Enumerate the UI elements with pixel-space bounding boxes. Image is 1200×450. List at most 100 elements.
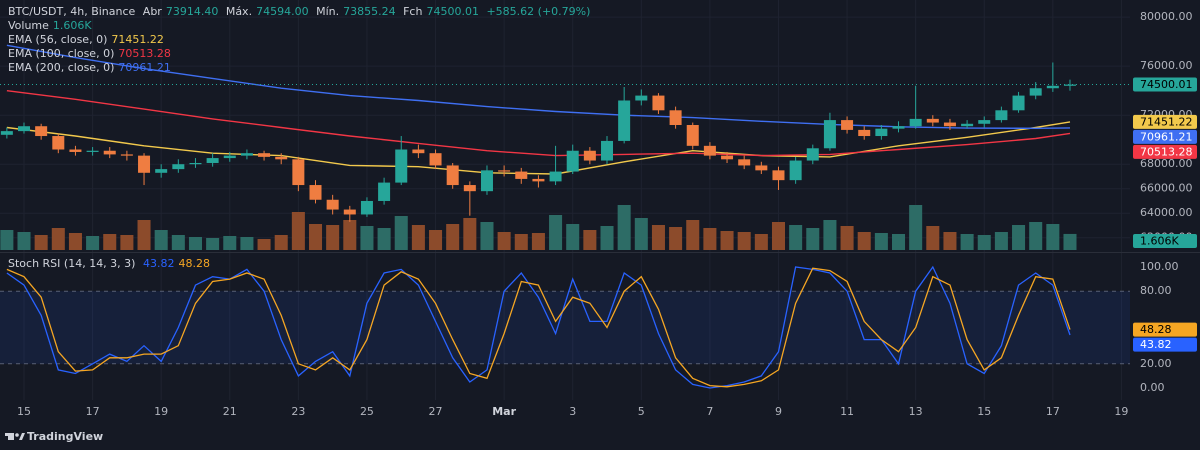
- volume-bar: [686, 220, 700, 250]
- legend-name: EMA (200, close, 0): [8, 61, 115, 74]
- candle-body: [103, 150, 116, 155]
- volume-bar: [771, 222, 785, 250]
- candle-body: [446, 165, 459, 186]
- volume-bar: [103, 234, 117, 250]
- volume-bar: [617, 205, 631, 250]
- candles: [0, 62, 1076, 222]
- y-tick-label: 66000.00: [1140, 182, 1193, 195]
- change: +585.62 (+0.79%): [486, 5, 591, 18]
- candle-body: [120, 154, 133, 156]
- candle-body: [583, 150, 596, 161]
- x-tick-label: 9: [775, 405, 782, 418]
- legend-value: 71451.22: [111, 33, 164, 46]
- volume-bar: [446, 224, 460, 250]
- legend-value: 70513.28: [118, 47, 171, 60]
- x-tick-label: 15: [977, 405, 991, 418]
- candle-body: [360, 200, 373, 215]
- volume-bar: [411, 225, 425, 250]
- volume-bar: [171, 235, 185, 250]
- candle-body: [52, 136, 65, 150]
- y-tick-label: 76000.00: [1140, 59, 1193, 72]
- volume-bar: [1012, 225, 1026, 250]
- candle-body: [189, 162, 202, 165]
- rsi-label: 43.82: [1140, 338, 1172, 351]
- volume-bar: [703, 228, 717, 250]
- volume-bar: [583, 230, 597, 250]
- volume-label-bg: [1133, 234, 1197, 248]
- x-tick-label: 7: [706, 405, 713, 418]
- price-label: 70513.28: [1140, 145, 1193, 158]
- branding: TradingView: [27, 430, 103, 443]
- rsi-label-bg: [1133, 337, 1197, 352]
- candle-body: [240, 153, 253, 156]
- volume-bar: [377, 228, 391, 250]
- logo-part: [5, 433, 14, 436]
- candle-body: [206, 158, 219, 163]
- volume-bar: [737, 232, 751, 250]
- candle-body: [652, 95, 665, 111]
- volume-bar: [86, 236, 100, 250]
- candle-body: [978, 120, 991, 124]
- x-tick-label: 19: [154, 405, 168, 418]
- candle-body: [823, 120, 836, 149]
- volume: [0, 205, 1077, 250]
- legend-value: 1.606K: [52, 19, 92, 32]
- candle-body: [566, 150, 579, 172]
- candle-body: [806, 148, 819, 161]
- volume-bar: [497, 232, 511, 250]
- candle-body: [309, 185, 322, 200]
- y-tick-label: 80000.00: [1140, 10, 1193, 23]
- volume-bar: [874, 233, 888, 250]
- candle-body: [35, 126, 48, 137]
- volume-bar: [994, 232, 1008, 250]
- volume-bar: [960, 234, 974, 250]
- candle-body: [1029, 88, 1042, 96]
- y-tick-label: 20.00: [1140, 357, 1172, 370]
- x-tick-label: 3: [569, 405, 576, 418]
- rsi-values: 43.82 48.28: [143, 257, 214, 270]
- candle-body: [86, 150, 99, 152]
- volume-bar: [789, 225, 803, 250]
- price-label: 70961.21: [1140, 130, 1193, 143]
- candle-body: [738, 159, 751, 166]
- legend-value: 48.28: [178, 257, 210, 270]
- legend-value: 70961.21: [118, 61, 171, 74]
- volume-bar: [531, 233, 545, 250]
- candle-body: [601, 140, 614, 161]
- rsi-title: Stoch RSI (14, 14, 3, 3): [8, 257, 136, 270]
- volume-bar: [634, 218, 648, 250]
- x-tick-label: Mar: [492, 405, 516, 418]
- volume-bar: [549, 215, 563, 250]
- line: [6, 267, 1071, 388]
- x-tick-label: 23: [291, 405, 305, 418]
- axis-labels: 15171921232527Mar3579111315171962000.006…: [17, 10, 1197, 418]
- y-tick-label: 68000.00: [1140, 157, 1193, 170]
- volume-bar: [600, 226, 614, 250]
- candle-body: [841, 120, 854, 130]
- volume-bar: [291, 212, 305, 250]
- volume-bar: [720, 231, 734, 250]
- x-tick-label: 17: [1046, 405, 1060, 418]
- rsi-label: 48.28: [1140, 323, 1172, 336]
- volume-bar: [429, 230, 443, 250]
- price-label-bg: [1133, 144, 1197, 159]
- candle-body: [258, 153, 271, 157]
- candle-body: [395, 149, 408, 183]
- x-tick-label: 5: [638, 405, 645, 418]
- candle-body: [858, 129, 871, 137]
- volume-bar: [566, 224, 580, 250]
- ohlc-label: Mín.: [316, 5, 340, 18]
- volume-bar: [154, 230, 168, 250]
- ohlc-label: Máx.: [225, 5, 253, 18]
- volume-bar: [1029, 222, 1043, 250]
- candle-body: [18, 126, 31, 132]
- legend-row: Volume 1.606K: [8, 19, 594, 33]
- x-tick-label: 15: [17, 405, 31, 418]
- y-tick-label: 80.00: [1140, 284, 1172, 297]
- logo-part: [19, 433, 25, 440]
- candle-body: [789, 160, 802, 181]
- volume-bar: [17, 232, 31, 250]
- logo-part: [8, 433, 14, 440]
